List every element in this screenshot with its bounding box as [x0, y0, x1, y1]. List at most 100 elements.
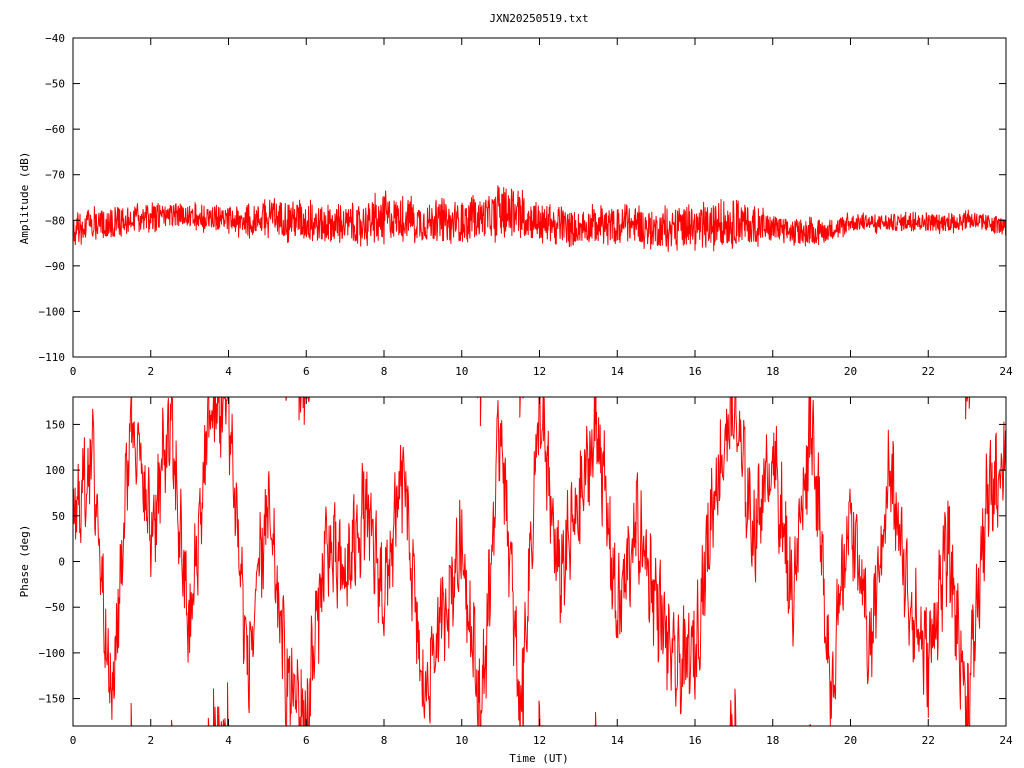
phase-series-line — [73, 397, 132, 720]
chart-title: JXN20250519.txt — [489, 12, 588, 25]
phase-series-line — [300, 669, 304, 726]
phase-series-line — [221, 397, 224, 433]
phase-series-line — [286, 647, 300, 726]
phase-series-line — [306, 678, 309, 726]
phase-series-line — [213, 397, 216, 443]
phase-x-ticks: 0 2 4 6 8 10 12 14 16 18 20 22 24 — [70, 397, 1013, 747]
phase-series-line — [220, 721, 223, 726]
phase-x-tick-label: 0 — [70, 734, 77, 747]
phase-series-line — [302, 397, 305, 409]
phase-series-line — [208, 397, 214, 438]
phase-series-line — [303, 700, 305, 726]
amplitude-x-tick-label: 2 — [147, 365, 154, 378]
phase-x-tick-label: 18 — [766, 734, 779, 747]
phase-series-line — [299, 716, 301, 726]
phase-series-line — [594, 397, 596, 442]
phase-series-line — [965, 695, 968, 726]
phase-series-line — [479, 397, 482, 427]
amplitude-x-tick-label: 0 — [70, 365, 77, 378]
phase-x-tick-label: 2 — [147, 734, 154, 747]
phase-series-line — [207, 717, 210, 726]
phase-series-line — [968, 397, 971, 409]
phase-series-line — [965, 397, 967, 420]
phase-plot-frame — [72, 396, 1007, 727]
amplitude-y-tick-label: −50 — [45, 78, 65, 91]
phase-series-line — [969, 421, 1006, 726]
amplitude-x-tick-label: 8 — [381, 365, 388, 378]
phase-x-tick-label: 22 — [922, 734, 935, 747]
phase-series-line — [298, 397, 301, 421]
phase-series-line — [224, 397, 228, 425]
phase-series-line — [307, 397, 310, 403]
phase-series-line — [543, 397, 595, 624]
phase-x-tick-label: 4 — [225, 734, 232, 747]
phase-series-line — [213, 688, 215, 726]
amplitude-series-line — [73, 185, 1006, 252]
amplitude-y-tick-label: −60 — [45, 123, 65, 136]
amplitude-x-tick-label: 22 — [922, 365, 935, 378]
amplitude-series — [73, 185, 1006, 252]
phase-series-line — [966, 397, 969, 402]
phase-x-tick-label: 24 — [999, 734, 1013, 747]
phase-series-line — [967, 662, 970, 726]
phase-x-tick-label: 12 — [533, 734, 546, 747]
phase-series-line — [228, 397, 287, 726]
x-axis-label: Time (UT) — [509, 752, 569, 765]
amplitude-x-tick-label: 24 — [999, 365, 1013, 378]
phase-series-line — [215, 397, 219, 430]
phase-series-line — [735, 397, 810, 647]
phase-series-line — [300, 397, 302, 413]
phase-series-line — [810, 397, 967, 726]
amplitude-y-tick-label: −80 — [45, 214, 65, 227]
phase-y-tick-label: −100 — [39, 647, 66, 660]
amplitude-x-ticks: 0 2 4 6 8 10 12 14 16 18 20 22 24 — [70, 38, 1013, 378]
phase-series-line — [477, 658, 481, 726]
amplitude-x-tick-label: 12 — [533, 365, 546, 378]
phase-series-line — [214, 706, 216, 726]
amplitude-x-tick-label: 14 — [611, 365, 625, 378]
amplitude-y-ticks: −40 −50 −60 −70 −80 −90 −100 −110 — [39, 32, 1006, 364]
phase-y-tick-label: −150 — [39, 693, 66, 706]
phase-series-line — [171, 397, 209, 663]
phase-series-line — [809, 397, 811, 458]
amplitude-x-tick-label: 6 — [303, 365, 310, 378]
phase-y-tick-label: 150 — [45, 418, 65, 431]
phase-y-tick-label: 100 — [45, 464, 65, 477]
phase-series-line — [308, 444, 479, 726]
phase-series — [73, 397, 1006, 726]
phase-y-tick-label: −50 — [45, 601, 65, 614]
phase-y-ticks: 150 100 50 0 −50 −100 −150 — [39, 418, 1006, 706]
phase-series-line — [595, 711, 597, 726]
amplitude-y-tick-label: −70 — [45, 169, 65, 182]
phase-series-line — [217, 706, 219, 726]
phase-x-tick-label: 16 — [688, 734, 701, 747]
amplitude-y-tick-label: −110 — [39, 351, 66, 364]
amplitude-x-tick-label: 10 — [455, 365, 468, 378]
phase-series-line — [222, 719, 225, 726]
phase-series-line — [131, 397, 172, 578]
phase-series-line — [285, 397, 288, 401]
phase-series-line — [519, 648, 524, 726]
phase-series-line — [218, 706, 220, 726]
phase-y-axis-label: Phase (deg) — [18, 525, 31, 598]
phase-series-line — [539, 397, 544, 449]
phase-series-line — [731, 397, 736, 440]
phase-y-tick-label: 0 — [58, 556, 65, 569]
phase-x-tick-label: 20 — [844, 734, 857, 747]
amplitude-plot-frame — [72, 37, 1007, 358]
phase-series-line — [729, 700, 732, 726]
phase-x-tick-label: 10 — [455, 734, 468, 747]
phase-series-line — [522, 397, 540, 726]
phase-series-line — [730, 397, 733, 437]
phase-series-line — [519, 397, 521, 418]
phase-series-line — [595, 397, 731, 715]
phase-y-tick-label: 50 — [52, 510, 65, 523]
amplitude-x-tick-label: 16 — [688, 365, 701, 378]
phase-series-line — [480, 400, 521, 726]
phase-series-line — [130, 702, 133, 726]
amplitude-y-tick-label: −90 — [45, 260, 65, 273]
amplitude-x-tick-label: 4 — [225, 365, 232, 378]
phase-series-line — [224, 718, 226, 726]
